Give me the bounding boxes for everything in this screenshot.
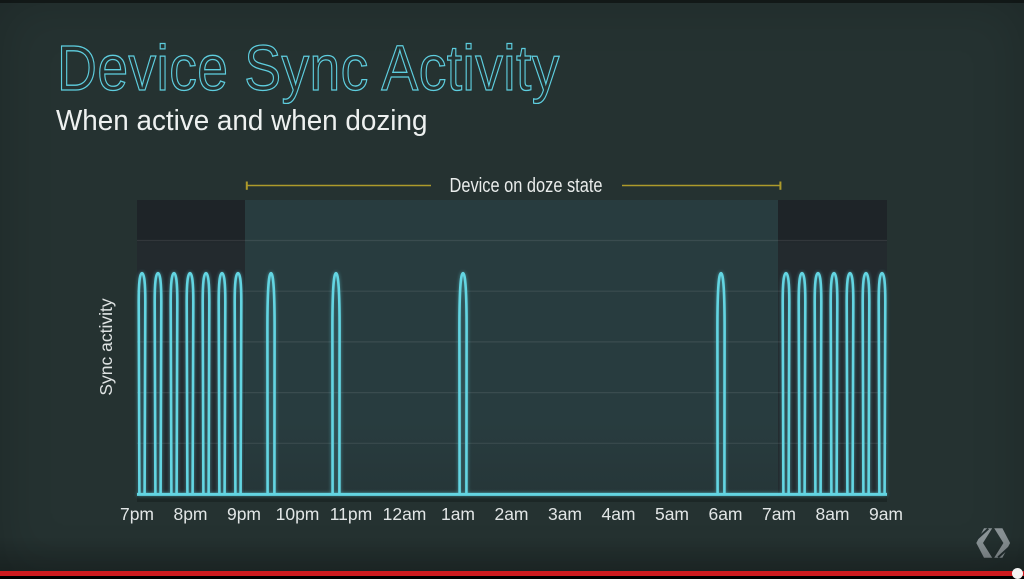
svg-text:6am: 6am — [708, 504, 742, 524]
svg-text:11pm: 11pm — [330, 504, 372, 524]
svg-text:1am: 1am — [441, 504, 475, 524]
svg-text:8am: 8am — [815, 504, 849, 524]
svg-text:12am: 12am — [383, 504, 427, 524]
svg-text:9am: 9am — [869, 504, 903, 524]
svg-text:5am: 5am — [655, 504, 689, 524]
svg-text:3am: 3am — [548, 504, 582, 524]
svg-text:7am: 7am — [762, 504, 796, 524]
svg-text:8pm: 8pm — [173, 504, 207, 524]
svg-text:4am: 4am — [601, 504, 635, 524]
svg-text:7pm: 7pm — [120, 504, 154, 524]
svg-text:Sync activity: Sync activity — [96, 298, 116, 395]
svg-text:10pm: 10pm — [276, 504, 320, 524]
svg-text:Device on doze state: Device on doze state — [450, 175, 603, 197]
svg-text:9pm: 9pm — [227, 504, 261, 524]
svg-text:2am: 2am — [494, 504, 528, 524]
